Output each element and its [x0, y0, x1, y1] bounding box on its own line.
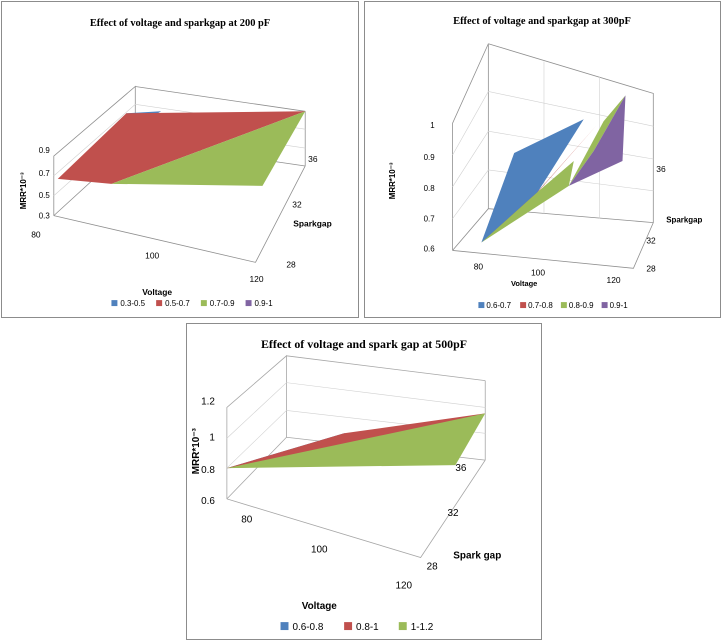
y-axis-label: Sparkgap [666, 216, 702, 225]
z-axis-label: MRR*10⁻³ [19, 172, 28, 209]
surface-region-0.5-0.7 [57, 111, 306, 184]
x-tick: 120 [249, 274, 263, 284]
legend-swatch [560, 302, 567, 309]
z-tick: 0.3 [39, 212, 51, 221]
legend-swatch [111, 300, 118, 307]
chart-300pf-svg: Effect of voltage and sparkgap at 300pF … [388, 16, 703, 310]
chart-500pf: Effect of voltage and spark gap at 500pF… [186, 323, 542, 640]
z-tick: 0.6 [201, 496, 215, 507]
legend-label: 0.9-1 [610, 301, 629, 310]
surface-region-0.9-1 [568, 95, 626, 186]
legend-label: 1-1.2 [411, 622, 434, 633]
z-tick: 0.7 [424, 215, 436, 224]
chart-title: Effect of voltage and spark gap at 500pF [261, 337, 467, 351]
y-axis-label: Spark gap [453, 551, 501, 562]
legend-label: 0.6-0.8 [292, 622, 323, 633]
y-tick: 32 [447, 508, 459, 519]
y-tick: 28 [286, 259, 296, 269]
x-tick: 120 [395, 580, 412, 591]
legend-swatch [398, 622, 407, 631]
chart-500pf-svg: Effect of voltage and spark gap at 500pF… [191, 337, 501, 633]
chart-title: Effect of voltage and sparkgap at 300pF [453, 16, 631, 27]
z-tick: 0.9 [39, 146, 51, 155]
legend-label: 0.5-0.7 [165, 299, 190, 308]
z-tick: 1 [430, 121, 435, 130]
y-axis-label: Sparkgap [293, 219, 331, 229]
surface-region-0.8-0.9 [568, 95, 626, 186]
legend-swatch [245, 300, 252, 307]
legend: 0.6-0.7 0.7-0.8 0.8-0.9 0.9-1 [478, 301, 628, 310]
x-tick: 120 [607, 275, 621, 285]
surface-region-0.8-0.9 [481, 160, 574, 243]
legend-label: 0.7-0.8 [528, 301, 553, 310]
z-tick: 0.6 [424, 244, 436, 253]
x-tick: 100 [311, 545, 328, 556]
legend: 0.6-0.8 0.8-1 1-1.2 [280, 622, 434, 633]
x-tick: 80 [241, 515, 253, 526]
legend-label: 0.3-0.5 [120, 299, 145, 308]
legend-swatch [156, 300, 163, 307]
z-tick: 0.9 [424, 153, 436, 162]
legend-label: 0.8-1 [356, 622, 379, 633]
z-axis-label: MRR*10⁻³ [388, 162, 397, 199]
legend-swatch [200, 300, 207, 307]
legend-swatch [280, 622, 289, 631]
y-tick: 32 [292, 200, 302, 210]
chart-200pf-svg: Effect of voltage and sparkgap at 200 pF… [19, 18, 332, 308]
legend-label: 0.9-1 [255, 299, 274, 308]
z-tick: 0.5 [39, 191, 51, 200]
z-tick: 0.8 [201, 465, 215, 476]
y-tick: 36 [455, 463, 467, 474]
z-tick: 1 [209, 432, 215, 443]
legend-swatch [478, 302, 485, 309]
x-axis-label: Voltage [511, 279, 537, 288]
legend-label: 0.8-0.9 [569, 301, 594, 310]
legend-swatch [344, 622, 353, 631]
x-tick: 100 [145, 250, 159, 260]
x-tick: 100 [531, 267, 545, 277]
z-axis-label: MRR*10⁻³ [191, 427, 202, 474]
z-tick: 0.8 [424, 184, 436, 193]
z-tick: 1.2 [201, 396, 215, 407]
x-tick: 80 [31, 230, 41, 240]
legend-swatch [520, 302, 527, 309]
x-axis-label: Voltage [142, 287, 172, 297]
x-tick: 80 [474, 261, 484, 271]
chart-title: Effect of voltage and sparkgap at 200 pF [90, 18, 270, 29]
legend-swatch [601, 302, 608, 309]
y-tick: 36 [308, 154, 318, 164]
x-axis-label: Voltage [302, 601, 338, 612]
legend-label: 0.6-0.7 [486, 301, 511, 310]
legend: 0.3-0.5 0.5-0.7 0.7-0.9 0.9-1 [111, 299, 273, 308]
y-tick: 28 [427, 561, 439, 572]
surface-region-0.7-0.9 [111, 111, 306, 186]
surface-region-0.6-0.7 [481, 119, 584, 243]
legend-label: 0.7-0.9 [210, 299, 235, 308]
y-tick: 36 [656, 164, 666, 174]
chart-200pf: Effect of voltage and sparkgap at 200 pF… [1, 1, 359, 318]
z-tick: 0.7 [39, 169, 51, 178]
y-tick: 32 [646, 235, 656, 245]
chart-300pf: Effect of voltage and sparkgap at 300pF … [364, 1, 721, 318]
y-tick: 28 [646, 263, 656, 273]
